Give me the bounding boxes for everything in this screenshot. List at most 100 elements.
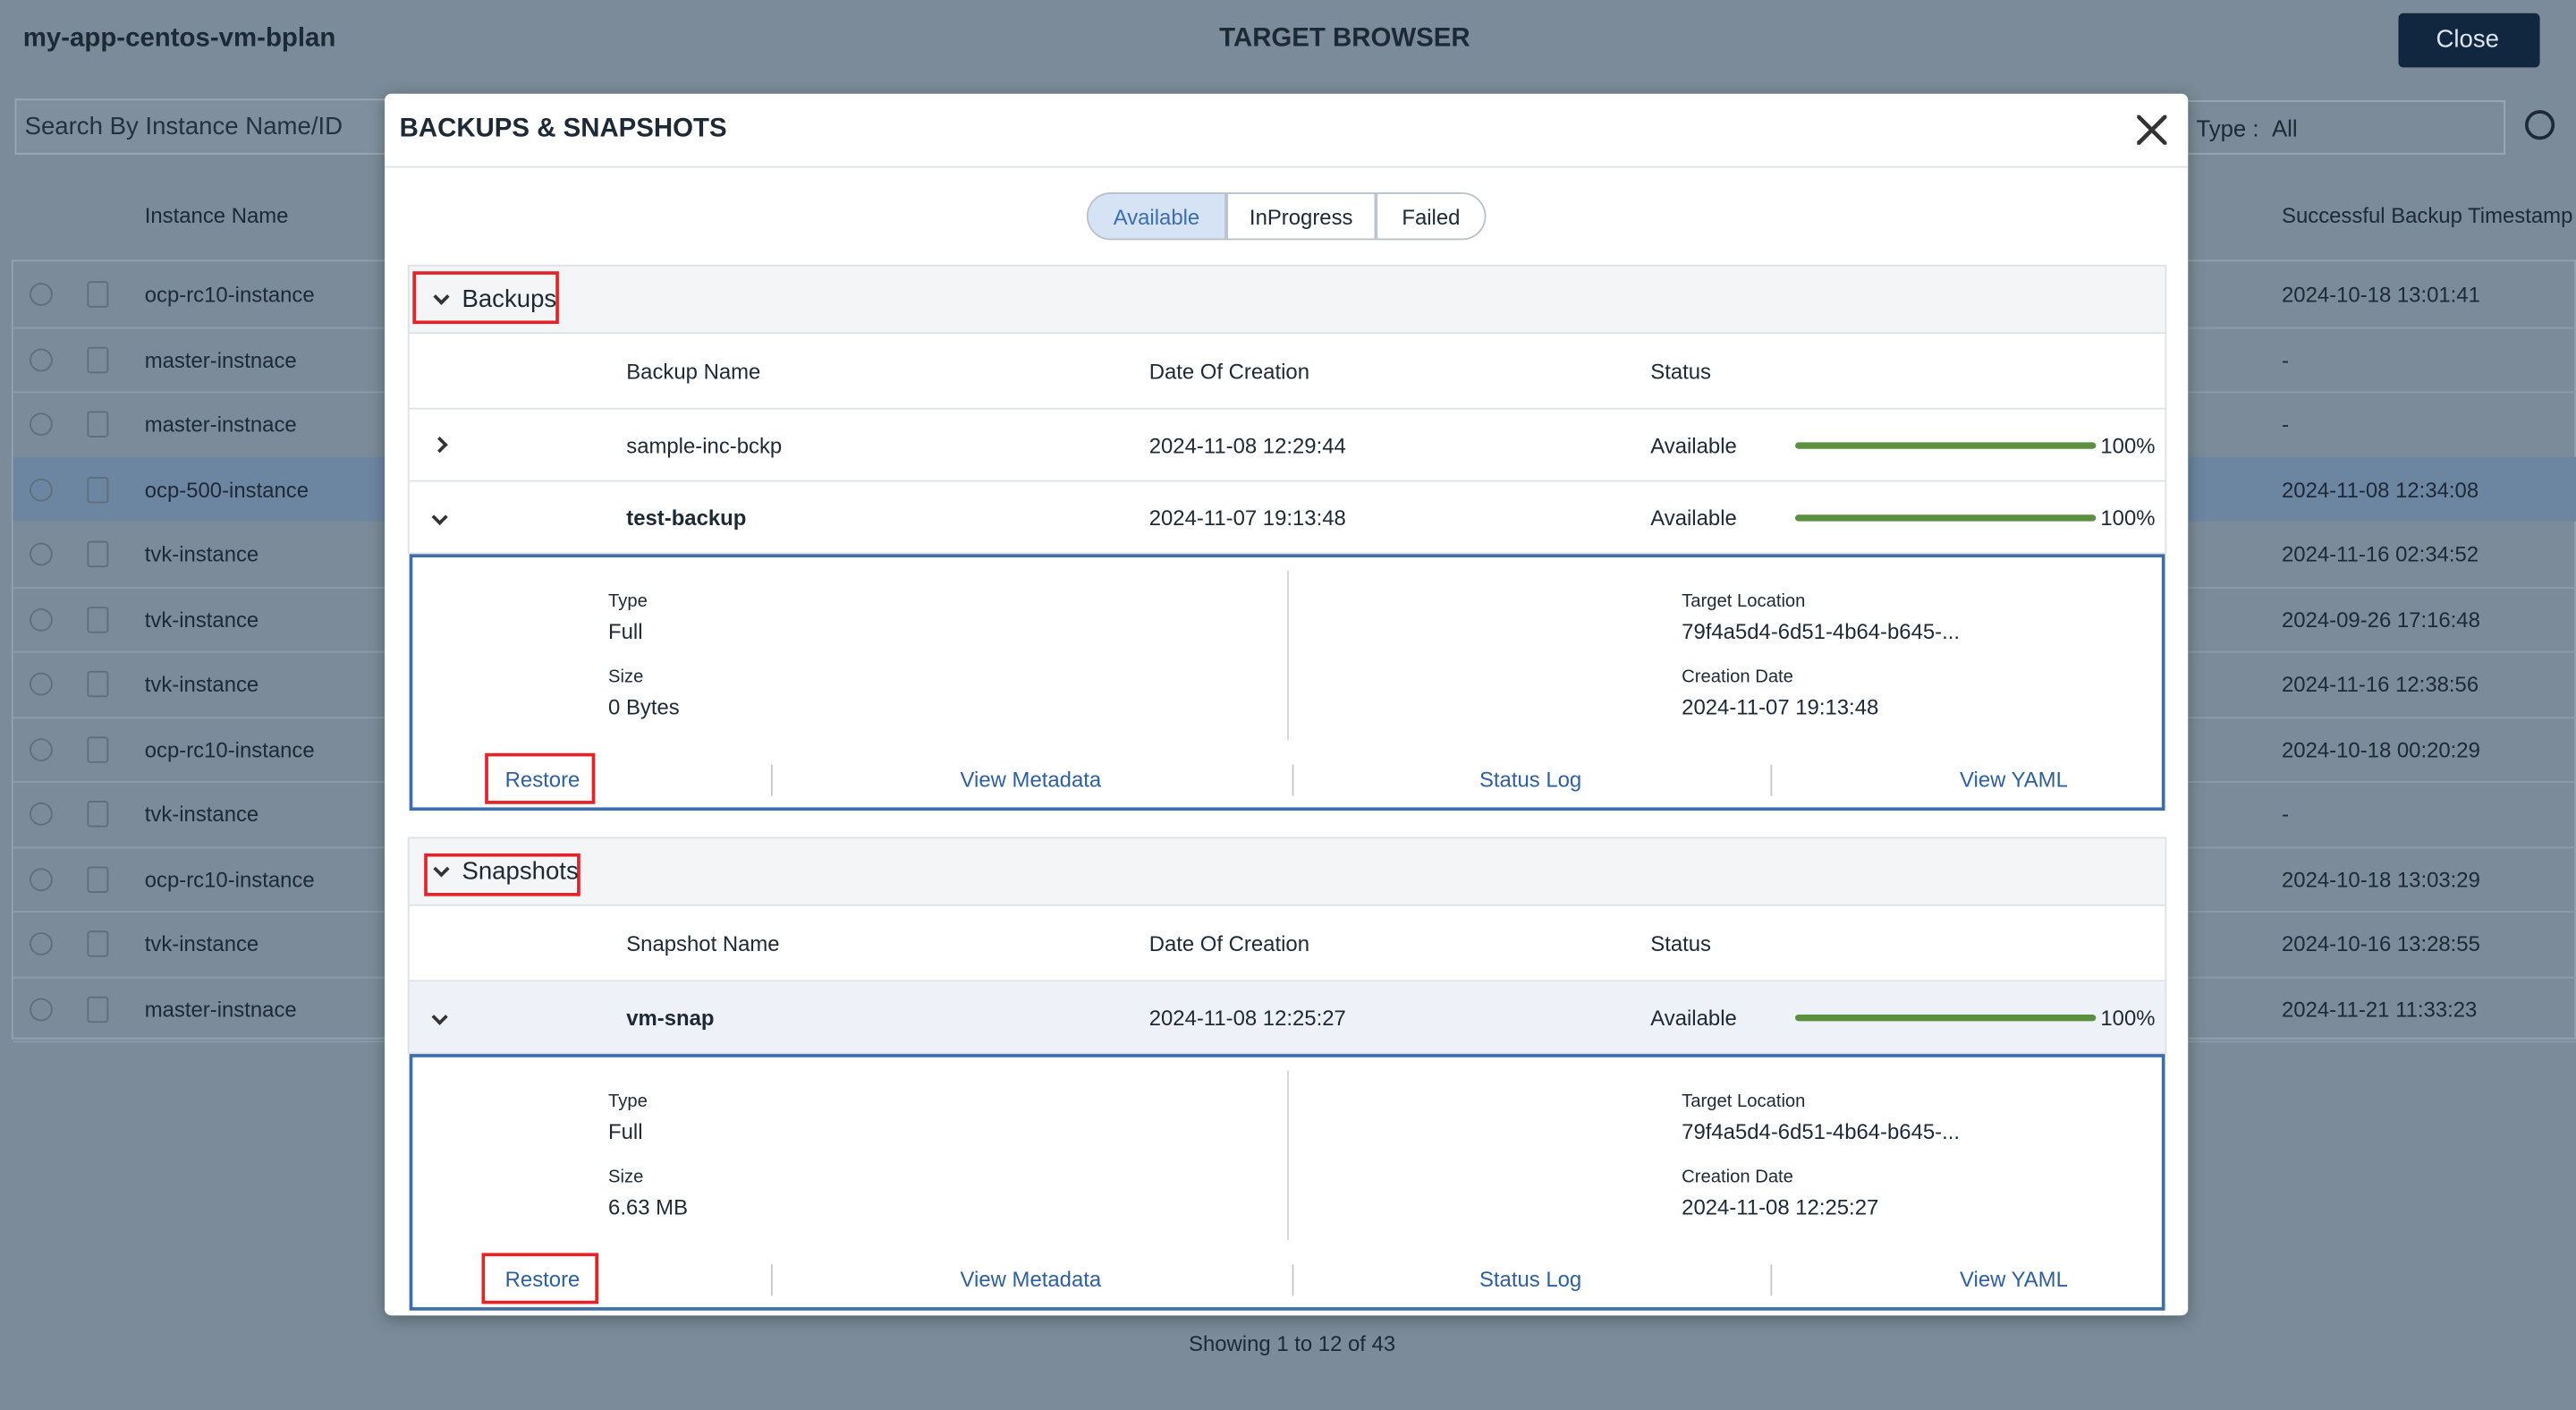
row-icon [87, 865, 109, 893]
highlight-box[interactable] [424, 853, 580, 896]
row-icon [30, 802, 53, 826]
tab[interactable] [1376, 192, 1487, 241]
action-link[interactable]: View Metadata [960, 767, 1102, 792]
detail-label: Creation Date [1682, 667, 1793, 688]
row-icon [30, 283, 53, 306]
backup-timestamp: 2024-11-21 11:33:23 [2282, 996, 2478, 1022]
action-link[interactable]: Restore [504, 1267, 580, 1292]
action-separator [1292, 1264, 1294, 1296]
action-link[interactable]: Status Log [1479, 1267, 1582, 1292]
highlight-box[interactable] [485, 752, 596, 804]
detail-label: Size [608, 667, 644, 688]
section-title[interactable]: Backups [462, 285, 557, 314]
action-separator [770, 1264, 773, 1296]
action-link[interactable]: View YAML [1960, 1267, 2068, 1292]
instance-name: master-instnace [144, 996, 297, 1022]
row-icon [30, 607, 53, 631]
item-name: test-backup [626, 505, 747, 531]
action-link[interactable]: Status Log [1479, 767, 1582, 792]
detail-value: 79f4a5d4-6d51-4b64-b645-... [1682, 1118, 1961, 1144]
row-icon [87, 606, 109, 633]
tab[interactable] [1226, 192, 1377, 241]
modal-divider [385, 166, 2189, 168]
row-icon [30, 737, 53, 761]
progress-bar [1794, 1014, 2097, 1022]
close-label[interactable]: Close [2436, 25, 2499, 54]
action-link[interactable]: View YAML [1960, 767, 2068, 792]
item-status: Available [1650, 505, 1737, 531]
instance-name: ocp-rc10-instance [144, 736, 315, 761]
tab-label[interactable]: InProgress [1249, 204, 1353, 230]
row-icon [87, 281, 109, 308]
column-header: Snapshot Name [626, 931, 780, 956]
tab[interactable] [1086, 192, 1227, 241]
progress-bar [1794, 514, 2097, 522]
detail-label: Type [608, 1091, 648, 1112]
column-header: Status [1650, 359, 1712, 385]
backup-timestamp: 2024-10-16 13:28:55 [2282, 931, 2480, 956]
row-icon [30, 672, 53, 696]
column-header: Date Of Creation [1148, 931, 1309, 956]
detail-label: Target Location [1682, 1091, 1806, 1112]
tab-label[interactable]: Failed [1402, 204, 1461, 230]
progress-label: 100% [2100, 1005, 2156, 1031]
close-button[interactable] [2398, 13, 2540, 68]
backup-timestamp: - [2282, 801, 2290, 827]
modal-close[interactable] [2137, 115, 2167, 145]
backup-timestamp: 2024-11-16 12:38:56 [2282, 671, 2479, 697]
details-panel [409, 554, 2165, 811]
highlight-box[interactable] [412, 271, 559, 325]
detail-label: Target Location [1682, 591, 1806, 612]
row-icon [30, 932, 53, 956]
column-header: Status [1650, 931, 1712, 956]
row-icon [30, 867, 53, 891]
instance-name: tvk-instance [144, 671, 259, 697]
action-link[interactable]: View Metadata [960, 1267, 1102, 1292]
table-row[interactable] [407, 481, 2167, 555]
table-row[interactable] [407, 409, 2167, 482]
section-title[interactable]: Snapshots [462, 857, 579, 886]
item-status: Available [1650, 1005, 1737, 1031]
backup-timestamp: 2024-11-16 02:34:52 [2282, 541, 2479, 567]
highlight-box[interactable] [481, 1253, 598, 1304]
row-icon [87, 930, 109, 957]
search-input[interactable] [14, 98, 410, 155]
table-header [407, 905, 2167, 982]
progress-bar [1794, 442, 2097, 449]
backup-timestamp: 2024-11-08 12:34:08 [2282, 476, 2479, 502]
settings-icon[interactable] [2525, 110, 2555, 140]
tab-label[interactable]: Available [1113, 204, 1200, 230]
backup-timestamp: 2024-10-18 13:01:41 [2282, 282, 2480, 307]
action-separator [770, 764, 773, 796]
backup-timestamp: 2024-09-26 17:16:48 [2282, 607, 2480, 632]
detail-label: Type [608, 591, 648, 612]
modal-title: BACKUPS & SNAPSHOTS [399, 115, 727, 143]
row-icon [30, 997, 53, 1021]
backup-timestamp: 2024-10-18 13:03:29 [2282, 866, 2480, 892]
row-icon [87, 540, 109, 568]
pagination: Showing 1 to 12 of 43 [1189, 1330, 1396, 1356]
instance-name: tvk-instance [144, 801, 259, 827]
detail-value: 6.63 MB [608, 1194, 689, 1219]
row-icon [30, 542, 53, 566]
type-label: Type : [2196, 115, 2259, 142]
page-title: TARGET BROWSER [1219, 24, 1470, 53]
progress-label: 100% [2100, 505, 2156, 531]
row-icon [87, 735, 109, 762]
action-link[interactable]: Restore [504, 767, 580, 792]
detail-value: 2024-11-08 12:25:27 [1682, 1194, 1879, 1219]
table-header [407, 334, 2167, 410]
item-date: 2024-11-08 12:25:27 [1148, 1005, 1346, 1031]
details-panel [409, 1054, 2165, 1311]
instance-name: ocp-rc10-instance [144, 282, 315, 307]
backup-timestamp: - [2282, 346, 2290, 372]
item-name: vm-snap [626, 1005, 715, 1031]
detail-label: Creation Date [1682, 1167, 1793, 1187]
instance-name: master-instnace [144, 412, 297, 437]
instance-name: master-instnace [144, 346, 297, 372]
row-icon [87, 670, 109, 698]
row-icon [87, 476, 109, 503]
app-name: my-app-centos-vm-bplan [22, 24, 336, 53]
instance-name: tvk-instance [144, 607, 259, 632]
